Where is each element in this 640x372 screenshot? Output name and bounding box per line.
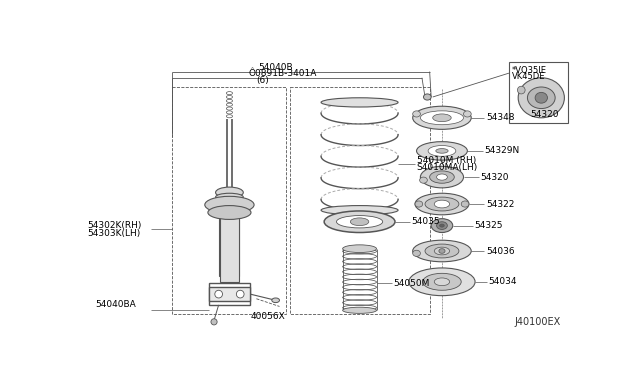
Ellipse shape [272,298,280,302]
Ellipse shape [413,240,471,262]
Ellipse shape [420,111,463,125]
Ellipse shape [227,107,232,110]
Text: Ô0891B-3401A: Ô0891B-3401A [249,70,317,78]
Ellipse shape [417,142,467,160]
Ellipse shape [205,196,254,213]
Ellipse shape [436,148,448,153]
Text: 54034: 54034 [488,277,516,286]
Text: 54040BA: 54040BA [95,301,136,310]
Text: VK45DE: VK45DE [512,73,545,81]
Ellipse shape [517,86,525,94]
Ellipse shape [436,174,447,180]
Ellipse shape [227,92,232,95]
Ellipse shape [439,249,445,253]
Ellipse shape [518,78,564,118]
Text: J40100EX: J40100EX [515,317,561,327]
Text: 54303K(LH): 54303K(LH) [88,229,141,238]
Text: 54325: 54325 [474,221,503,230]
Ellipse shape [321,98,398,107]
Bar [172,87,287,314]
Text: 54322: 54322 [486,199,514,209]
Ellipse shape [435,247,450,255]
Ellipse shape [415,193,469,215]
Ellipse shape [324,211,395,232]
Bar [509,62,568,123]
Ellipse shape [461,201,469,207]
Text: 54040B: 54040B [259,63,293,72]
Ellipse shape [527,87,555,109]
Text: 54348: 54348 [486,113,515,122]
Ellipse shape [321,206,398,215]
Ellipse shape [413,111,420,117]
Ellipse shape [435,200,450,208]
Ellipse shape [535,92,547,103]
Ellipse shape [413,106,471,129]
Ellipse shape [342,245,376,253]
Ellipse shape [409,268,475,296]
Ellipse shape [216,187,243,198]
Ellipse shape [435,278,450,286]
Ellipse shape [227,99,232,102]
Text: *VQ35IE: *VQ35IE [512,65,547,74]
Text: 40056X: 40056X [251,312,285,321]
Ellipse shape [215,290,223,298]
Text: 54010M (RH): 54010M (RH) [417,155,476,165]
Ellipse shape [422,273,461,290]
Text: 54320: 54320 [531,110,559,119]
Ellipse shape [350,218,369,225]
Bar [220,212,239,282]
Ellipse shape [413,250,420,256]
Ellipse shape [420,166,463,188]
Ellipse shape [425,197,459,211]
Ellipse shape [424,94,431,100]
Ellipse shape [431,219,452,232]
Ellipse shape [463,111,471,117]
Bar [289,87,431,314]
Text: 54035: 54035 [411,217,440,226]
Text: 54320: 54320 [481,173,509,182]
Ellipse shape [428,145,456,156]
Bar [209,287,250,301]
Text: 54050M: 54050M [394,279,430,288]
Ellipse shape [227,115,232,118]
Text: 54036: 54036 [486,247,515,256]
Bar [220,199,239,276]
Ellipse shape [433,114,451,122]
Ellipse shape [227,96,232,99]
Ellipse shape [227,111,232,114]
Text: 54329N: 54329N [484,147,520,155]
Ellipse shape [216,193,243,201]
Ellipse shape [342,307,376,313]
Ellipse shape [211,319,217,325]
Ellipse shape [227,103,232,106]
Text: (6): (6) [257,76,269,85]
Bar [209,283,250,305]
Ellipse shape [429,171,454,183]
Ellipse shape [337,216,383,228]
Text: S4010MA(LH): S4010MA(LH) [417,163,478,171]
Ellipse shape [236,290,244,298]
Ellipse shape [440,224,444,227]
Text: 54302K(RH): 54302K(RH) [88,221,142,230]
Ellipse shape [420,177,428,183]
Ellipse shape [208,206,251,219]
Ellipse shape [415,201,422,207]
Ellipse shape [436,222,447,230]
Ellipse shape [425,244,459,258]
